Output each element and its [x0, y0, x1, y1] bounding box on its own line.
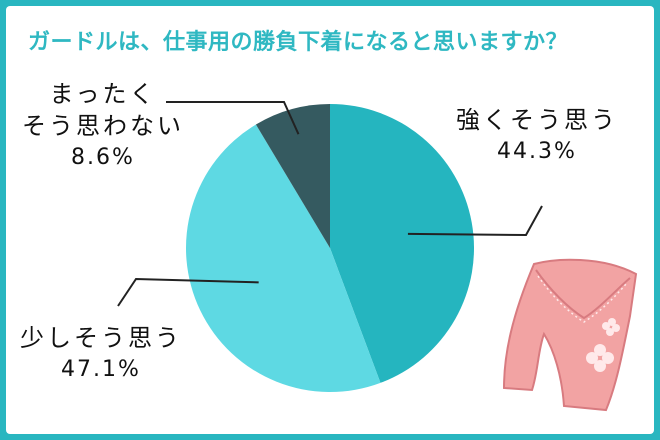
- pie-chart: [117, 101, 638, 412]
- slice-name-line1: まったく: [49, 80, 157, 108]
- leader-somewhat-agree: [117, 277, 259, 307]
- leader-disagree: [166, 101, 300, 135]
- chart-title: ガードルは、仕事用の勝負下着になると思いますか？: [28, 30, 569, 55]
- leader-strongly-agree: [407, 205, 543, 237]
- slice-strongly-agree: [330, 104, 474, 383]
- slice-percent: 8.6%: [71, 145, 135, 170]
- chart-panel: ガードルは、仕事用の勝負下着になると思いますか？ 強くそう思う 44.3% 少し…: [6, 6, 654, 434]
- slice-name-line2: そう思わない: [22, 112, 184, 140]
- slice-name: 少しそう思う: [20, 324, 182, 352]
- slice-name: 強くそう思う: [456, 106, 618, 134]
- label-strongly-agree: 強くそう思う 44.3%: [456, 104, 618, 168]
- slice-somewhat-agree: [185, 124, 381, 393]
- girdle-icon: [502, 258, 638, 412]
- slice-percent: 44.3%: [497, 139, 577, 164]
- label-somewhat-agree: 少しそう思う 47.1%: [20, 322, 182, 386]
- label-disagree: まったく そう思わない 8.6%: [22, 78, 184, 174]
- slice-disagree: [255, 104, 330, 248]
- slice-percent: 47.1%: [61, 357, 141, 382]
